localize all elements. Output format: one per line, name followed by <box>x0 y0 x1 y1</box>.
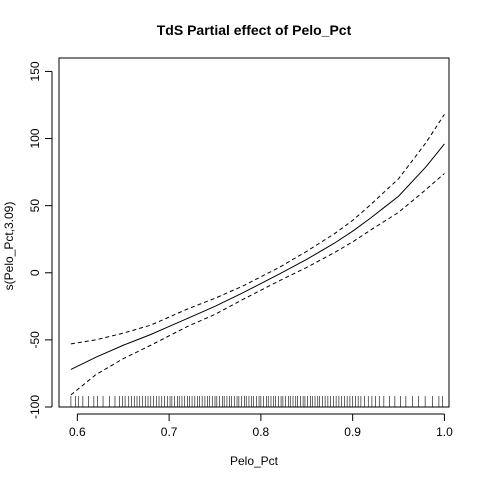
x-tick-label: 0.8 <box>253 425 270 439</box>
x-axis-label: Pelo_Pct <box>230 454 279 468</box>
y-tick-label: 50 <box>28 199 42 213</box>
rug-plot <box>70 396 443 407</box>
series-lines <box>70 114 445 396</box>
x-axis: 0.6 0.7 0.8 0.9 1.0 <box>69 413 453 439</box>
y-tick-label: 0 <box>28 269 42 276</box>
x-tick-label: 1.0 <box>436 425 453 439</box>
x-tick-label: 0.7 <box>161 425 178 439</box>
lower-band-line <box>70 173 445 396</box>
x-tick-label: 0.6 <box>69 425 86 439</box>
y-tick-label: -50 <box>28 331 42 349</box>
plot-frame <box>58 57 450 408</box>
chart-title: TdS Partial effect of Pelo_Pct <box>157 22 352 38</box>
y-tick-label: 150 <box>28 61 42 81</box>
y-tick-label: 100 <box>28 128 42 148</box>
x-tick-label: 0.9 <box>344 425 361 439</box>
y-axis: -100 -50 0 50 100 150 <box>28 61 53 419</box>
upper-band-line <box>70 114 445 345</box>
fit-line <box>70 143 445 370</box>
y-tick-label: -100 <box>28 395 42 419</box>
y-axis-label: s(Pelo_Pct,3.09) <box>2 202 16 291</box>
